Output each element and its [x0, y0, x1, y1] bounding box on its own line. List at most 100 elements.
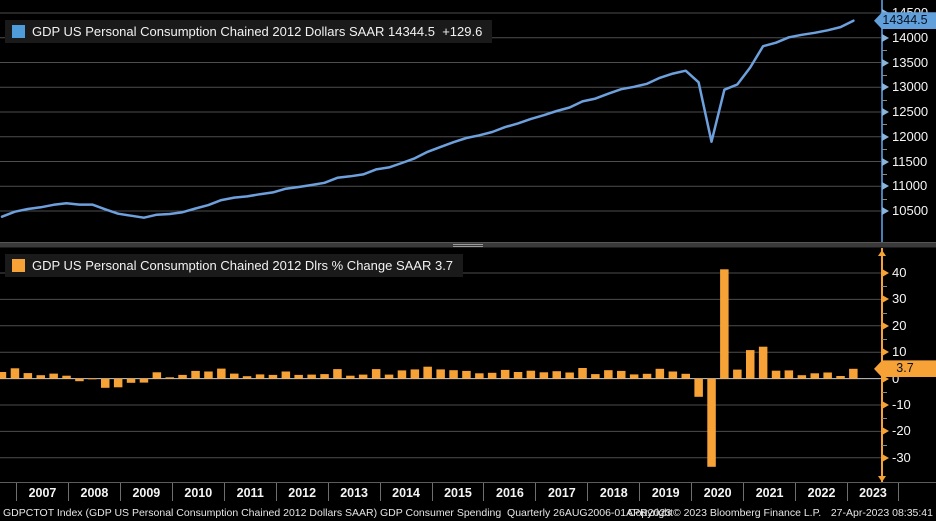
last-price-badge: 14344.5	[874, 12, 936, 30]
line-legend[interactable]: GDP US Personal Consumption Chained 2012…	[5, 20, 493, 43]
pct-change-bar	[487, 372, 497, 379]
axis-tick-label: 20	[892, 317, 907, 333]
pct-change-bar	[255, 374, 265, 379]
pct-change-bar	[617, 370, 626, 379]
pct-change-bar	[346, 375, 355, 379]
pct-change-bar	[410, 369, 420, 379]
axis-minor-tick-icon	[882, 444, 887, 446]
axis-tick-label: 0	[892, 370, 900, 386]
axis-minor-tick-icon	[882, 173, 887, 175]
axis-tick-label: 11000	[892, 178, 928, 194]
pct-change-bar	[75, 378, 84, 382]
year-label: 2008	[67, 483, 120, 501]
axis-tick-icon	[882, 157, 889, 166]
axis-tick-label: -30	[892, 449, 911, 465]
year-label: 2014	[379, 483, 432, 501]
year-label: 2011	[223, 483, 276, 501]
pct-change-bar	[720, 269, 729, 379]
year-label: 2013	[327, 483, 380, 501]
panel-divider[interactable]	[0, 242, 936, 248]
pct-change-bar	[513, 372, 523, 379]
pct-change-bar	[539, 372, 549, 379]
pct-change-bar	[655, 368, 665, 379]
pct-change-bar	[475, 373, 484, 379]
ticker-description: GDPCTOT Index (GDP US Personal Consumpti…	[3, 507, 672, 519]
pct-change-bar	[552, 371, 561, 379]
pct-change-bar	[152, 372, 162, 379]
pct-change-bar	[642, 373, 652, 379]
price-axis[interactable]: 14344.5 14500140001350013000125001200011…	[874, 0, 936, 242]
pct-change-bar	[204, 371, 213, 379]
bar-legend-label: GDP US Personal Consumption Chained 2012…	[32, 258, 454, 273]
axis-tick-icon	[882, 427, 889, 436]
axis-tick-label: 12500	[892, 104, 929, 119]
consumption-line	[0, 19, 855, 219]
pct-change-panel[interactable]: GDP US Personal Consumption Chained 2012…	[0, 248, 936, 482]
axis-tick-icon	[882, 401, 889, 409]
pct-change-bar	[694, 378, 703, 397]
axis-tick-label: 13000	[892, 79, 929, 95]
pct-change-bar	[320, 374, 329, 379]
timestamp: 27-Apr-2023 08:35:41	[830, 507, 933, 519]
axis-tick-icon	[882, 33, 889, 42]
divider-grip-icon[interactable]	[453, 244, 483, 247]
axis-tick-label: 40	[892, 265, 907, 280]
axis-minor-tick-icon	[882, 391, 887, 393]
line-legend-label: GDP US Personal Consumption Chained 2012…	[32, 24, 483, 39]
pct-change-bar	[178, 374, 187, 379]
pct-change-bar	[423, 366, 432, 379]
axis-tick-icon	[882, 374, 889, 383]
time-axis[interactable]: 2007 2008 2009 2010 2011 2012 2013 2014 2015 2016…	[0, 482, 936, 505]
axis-minor-tick-icon	[882, 312, 887, 314]
line-legend-swatch-icon	[12, 25, 25, 38]
year-label: 2018	[587, 483, 639, 501]
pct-change-bar	[165, 377, 174, 379]
axis-minor-tick-icon	[882, 339, 887, 340]
pct-change-bar	[449, 370, 458, 379]
axis-tick-icon	[882, 207, 889, 215]
bar-legend[interactable]: GDP US Personal Consumption Chained 2012…	[5, 254, 464, 277]
axis-minor-tick-icon	[882, 286, 887, 288]
year-label: 2007	[16, 483, 68, 501]
pct-change-bar	[217, 368, 226, 379]
pct-change-bar	[565, 372, 574, 379]
price-panel[interactable]: GDP US Personal Consumption Chained 2012…	[0, 0, 936, 242]
pct-change-bar	[62, 375, 71, 379]
year-label: 2015	[431, 483, 484, 501]
axis-tick-label: -20	[892, 423, 911, 439]
axis-minor-tick-icon	[882, 50, 887, 52]
pct-change-bar	[23, 373, 33, 379]
pct-change-bar	[113, 378, 123, 388]
pct-change-bar	[849, 368, 858, 379]
pct-change-bar	[281, 371, 291, 379]
pct-change-bar	[681, 373, 690, 379]
year-label: 2022	[795, 483, 847, 501]
year-label: 2012	[275, 483, 328, 501]
bar-chart-plot[interactable]	[0, 248, 881, 482]
axis-minor-tick-icon	[882, 74, 887, 76]
year-label: 2009	[119, 483, 172, 501]
pct-change-bar	[500, 369, 510, 379]
pct-change-bar	[758, 346, 768, 379]
pct-change-bar	[49, 373, 58, 379]
pct-change-bar	[126, 378, 136, 383]
pct-axis[interactable]: 3.7 40 30 20 10 0 -10 -20 -30	[874, 248, 936, 482]
pct-change-bar	[784, 370, 794, 379]
pct-change-bar	[668, 371, 678, 379]
pct-change-bar	[333, 369, 342, 379]
year-label: 2010	[171, 483, 224, 501]
pct-change-bar	[436, 369, 445, 379]
pct-change-bar	[629, 374, 639, 379]
axis-tick-label: 11500	[892, 153, 928, 169]
pct-change-bar	[733, 369, 742, 379]
axis-tick-icon	[882, 83, 889, 92]
pct-change-bar	[810, 373, 819, 379]
year-label: 2017	[535, 483, 587, 501]
pct-change-bar	[836, 376, 845, 379]
time-axis-spacer	[0, 483, 16, 501]
bar-legend-swatch-icon	[12, 259, 25, 272]
pct-change-bar	[823, 372, 832, 379]
pct-change-bar	[101, 378, 110, 388]
axis-tick-icon	[882, 321, 889, 330]
pct-change-bar	[526, 370, 536, 379]
